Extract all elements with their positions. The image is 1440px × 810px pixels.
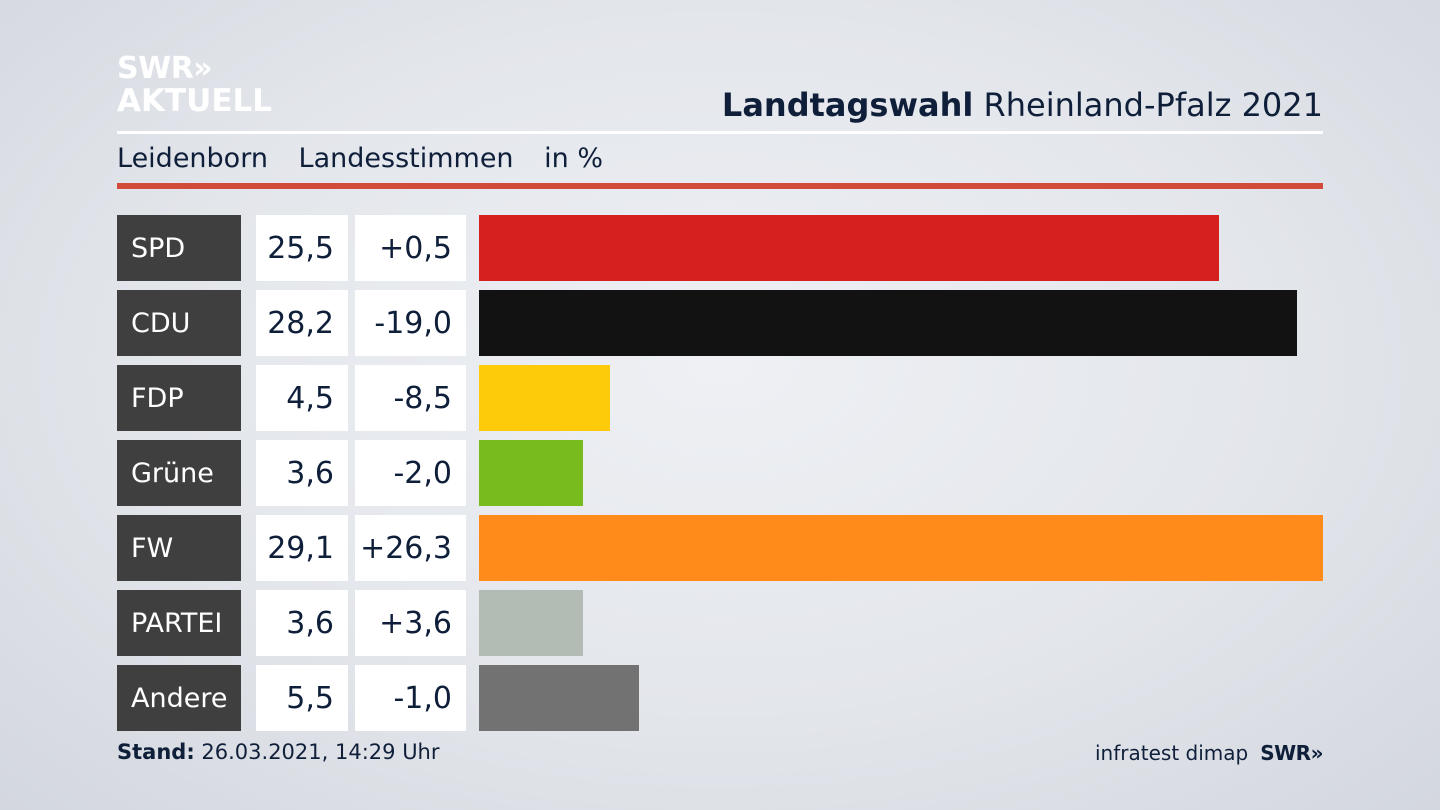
title-rest: Rheinland-Pfalz 2021 — [983, 86, 1323, 124]
table-row: Grüne 3,6 -2,0 — [117, 440, 1323, 506]
party-label: PARTEI — [117, 590, 241, 656]
bar-gr-ne — [479, 440, 583, 506]
accent-divider — [117, 183, 1323, 189]
table-row: CDU 28,2 -19,0 — [117, 290, 1323, 356]
bar-partei — [479, 590, 583, 656]
party-label: FDP — [117, 365, 241, 431]
subtitle-metric: Landesstimmen — [298, 143, 514, 174]
source-credit: infratest dimap SWR» — [1095, 741, 1323, 765]
vote-share-value: 3,6 — [256, 590, 348, 656]
table-row: FW 29,1 +26,3 — [117, 515, 1323, 581]
table-row: PARTEI 3,6 +3,6 — [117, 590, 1323, 656]
vote-change-value: -19,0 — [355, 290, 466, 356]
vote-change-value: -2,0 — [355, 440, 466, 506]
party-label: FW — [117, 515, 241, 581]
subtitle-unit: in % — [544, 143, 603, 174]
vote-change-value: -8,5 — [355, 365, 466, 431]
title-bold: Landtagswahl — [721, 86, 974, 124]
vote-change-value: -1,0 — [355, 665, 466, 731]
chart-title: Landtagswahl Rheinland-Pfalz 2021 — [722, 86, 1323, 124]
bar-cdu — [479, 290, 1297, 356]
stand-label: Stand: — [117, 740, 195, 764]
stand-value: 26.03.2021, 14:29 Uhr — [201, 740, 440, 764]
header-divider — [117, 131, 1323, 134]
vote-share-value: 3,6 — [256, 440, 348, 506]
bar-spd — [479, 215, 1219, 281]
table-row: Andere 5,5 -1,0 — [117, 665, 1323, 731]
logo-line-2: AKTUELL — [117, 83, 273, 119]
vote-change-value: +0,5 — [355, 215, 466, 281]
swr-small-logo: SWR» — [1260, 741, 1323, 765]
bar-fdp — [479, 365, 610, 431]
vote-share-value: 5,5 — [256, 665, 348, 731]
bar-andere — [479, 665, 639, 731]
vote-share-value: 4,5 — [256, 365, 348, 431]
timestamp: Stand: 26.03.2021, 14:29 Uhr — [117, 740, 440, 764]
table-row: FDP 4,5 -8,5 — [117, 365, 1323, 431]
vote-change-value: +26,3 — [355, 515, 466, 581]
source-name: infratest dimap — [1095, 741, 1249, 765]
swr-aktuell-logo: SWR» AKTUELL — [117, 54, 272, 117]
party-label: CDU — [117, 290, 241, 356]
vote-share-value: 28,2 — [256, 290, 348, 356]
vote-share-value: 29,1 — [256, 515, 348, 581]
party-label: SPD — [117, 215, 241, 281]
party-label: Grüne — [117, 440, 241, 506]
subtitle-place: Leidenborn — [117, 143, 268, 174]
vote-share-value: 25,5 — [256, 215, 348, 281]
vote-change-value: +3,6 — [355, 590, 466, 656]
table-row: SPD 25,5 +0,5 — [117, 215, 1323, 281]
chart-subtitle: Leidenborn Landesstimmen in % — [117, 143, 625, 174]
bar-fw — [479, 515, 1323, 581]
logo-line-1: SWR» — [117, 51, 213, 86]
party-label: Andere — [117, 665, 241, 731]
